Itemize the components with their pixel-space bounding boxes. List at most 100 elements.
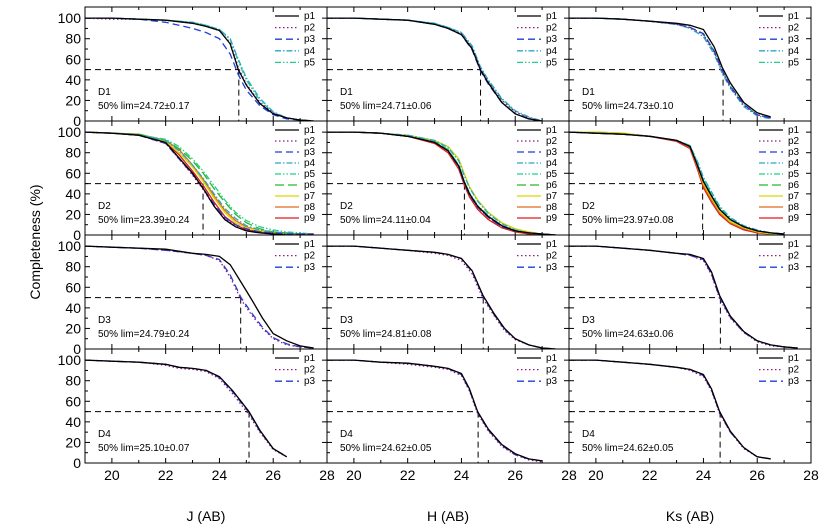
y-tick-label: 20 bbox=[65, 320, 81, 336]
legend-label-p2: p2 bbox=[304, 136, 316, 147]
x-axis-labels: J (AB) H (AB) Ks (AB) bbox=[187, 508, 715, 524]
legend-label-p4: p4 bbox=[788, 46, 800, 57]
y-tick-label: 60 bbox=[65, 165, 81, 181]
series-line-p2 bbox=[85, 359, 288, 458]
legend-label-p3: p3 bbox=[788, 147, 800, 158]
series-group bbox=[85, 17, 314, 121]
legend-label-p5: p5 bbox=[304, 169, 316, 180]
x-tick-label: 26 bbox=[507, 467, 523, 483]
series-line-p1 bbox=[85, 245, 314, 349]
legend-label-p8: p8 bbox=[546, 202, 558, 213]
y-tick-label: 0 bbox=[73, 455, 81, 471]
legend-label-p5: p5 bbox=[788, 169, 800, 180]
series-line-p1 bbox=[569, 359, 771, 460]
series-line-p2 bbox=[327, 359, 543, 463]
series-line-p1 bbox=[85, 17, 314, 121]
legend-label-p2: p2 bbox=[788, 365, 800, 376]
legend-label-p4: p4 bbox=[788, 158, 800, 169]
y-tick-label: 60 bbox=[65, 51, 81, 67]
field-label: D1 bbox=[582, 87, 595, 98]
x-tick-label: 26 bbox=[265, 467, 281, 483]
x-axis-label-h: H (AB) bbox=[427, 508, 469, 524]
legend-label-p7: p7 bbox=[304, 191, 316, 202]
limit-annotation: 50% lim=24.81±0.08 bbox=[340, 329, 432, 340]
series-line-p1 bbox=[569, 131, 785, 235]
legend-label-p6: p6 bbox=[546, 180, 558, 191]
y-tick-label: 20 bbox=[65, 206, 81, 222]
series-line-p4 bbox=[569, 17, 771, 120]
legend-label-p3: p3 bbox=[788, 262, 800, 273]
legend-label-p5: p5 bbox=[788, 57, 800, 68]
field-label: D2 bbox=[98, 201, 111, 212]
legend-label-p4: p4 bbox=[546, 158, 558, 169]
panel-d1-j: 0 20 40 60 80 100 D1 50% lim=24.72±0.17 p1p2p3p4… bbox=[58, 6, 328, 129]
series-group bbox=[327, 245, 556, 349]
legend-label-p4: p4 bbox=[304, 46, 316, 57]
series-group bbox=[327, 359, 543, 463]
y-tick-label: 20 bbox=[65, 92, 81, 108]
y-tick-label: 0 bbox=[73, 341, 81, 357]
series-group bbox=[569, 245, 798, 349]
legend-label-p1: p1 bbox=[546, 11, 558, 22]
x-axis-label-j: J (AB) bbox=[187, 508, 226, 524]
y-tick-label: 40 bbox=[65, 414, 81, 430]
series-line-p2 bbox=[569, 17, 771, 119]
y-tick-label: 80 bbox=[65, 145, 81, 161]
y-tick-label: 80 bbox=[65, 31, 81, 47]
legend-label-p2: p2 bbox=[788, 23, 800, 34]
legend-label-p3: p3 bbox=[788, 34, 800, 45]
legend-label-p3: p3 bbox=[546, 147, 558, 158]
y-tick-label: 100 bbox=[58, 352, 82, 368]
field-label: D2 bbox=[340, 201, 353, 212]
legend-label-p5: p5 bbox=[546, 57, 558, 68]
y-tick-label: 60 bbox=[65, 279, 81, 295]
series-group bbox=[85, 359, 288, 458]
field-label: D1 bbox=[340, 87, 353, 98]
legend-label-p5: p5 bbox=[304, 57, 316, 68]
series-line-p1 bbox=[327, 17, 543, 121]
series-group bbox=[85, 245, 314, 349]
x-tick-label: 28 bbox=[803, 467, 819, 483]
limit-annotation: 50% lim=24.71±0.06 bbox=[340, 101, 432, 112]
series-line-p3 bbox=[85, 17, 314, 121]
field-label: D3 bbox=[582, 315, 595, 326]
legend-label-p3: p3 bbox=[304, 262, 316, 273]
legend-label-p3: p3 bbox=[546, 34, 558, 45]
y-tick-label: 40 bbox=[65, 72, 81, 88]
y-tick-label: 80 bbox=[65, 373, 81, 389]
field-label: D3 bbox=[98, 315, 111, 326]
limit-annotation: 50% lim=24.79±0.24 bbox=[98, 329, 190, 340]
series-line-p2 bbox=[85, 245, 314, 349]
y-tick-label: 100 bbox=[58, 10, 82, 26]
x-tick-label: 26 bbox=[749, 467, 765, 483]
y-tick-label: 100 bbox=[58, 238, 82, 254]
limit-annotation: 50% lim=24.72±0.17 bbox=[98, 101, 190, 112]
x-tick-label: 22 bbox=[400, 467, 416, 483]
series-line-p1 bbox=[327, 245, 556, 349]
limit-annotation: 50% lim=24.63±0.06 bbox=[582, 329, 674, 340]
x-tick-label: 24 bbox=[454, 467, 470, 483]
legend-label-p6: p6 bbox=[788, 180, 800, 191]
legend-label-p9: p9 bbox=[546, 213, 558, 224]
series-line-p2 bbox=[327, 245, 556, 349]
limit-annotation: 50% lim=23.97±0.08 bbox=[582, 215, 674, 226]
x-tick-label: 28 bbox=[561, 467, 577, 483]
x-tick-label: 22 bbox=[642, 467, 658, 483]
legend-label-p7: p7 bbox=[788, 191, 800, 202]
panel-d4-j: 0 20 40 60 80 100 20 22 24 26 28 D4 50% lim=25.10±0.… bbox=[58, 348, 335, 483]
legend-label-p6: p6 bbox=[304, 180, 316, 191]
field-label: D3 bbox=[340, 315, 353, 326]
legend-label-p1: p1 bbox=[304, 11, 316, 22]
limit-annotation: 50% lim=25.10±0.07 bbox=[98, 443, 190, 454]
legend-label-p3: p3 bbox=[304, 147, 316, 158]
panel-frame bbox=[568, 348, 812, 464]
y-tick-label: 20 bbox=[65, 434, 81, 450]
legend-label-p1: p1 bbox=[788, 125, 800, 136]
